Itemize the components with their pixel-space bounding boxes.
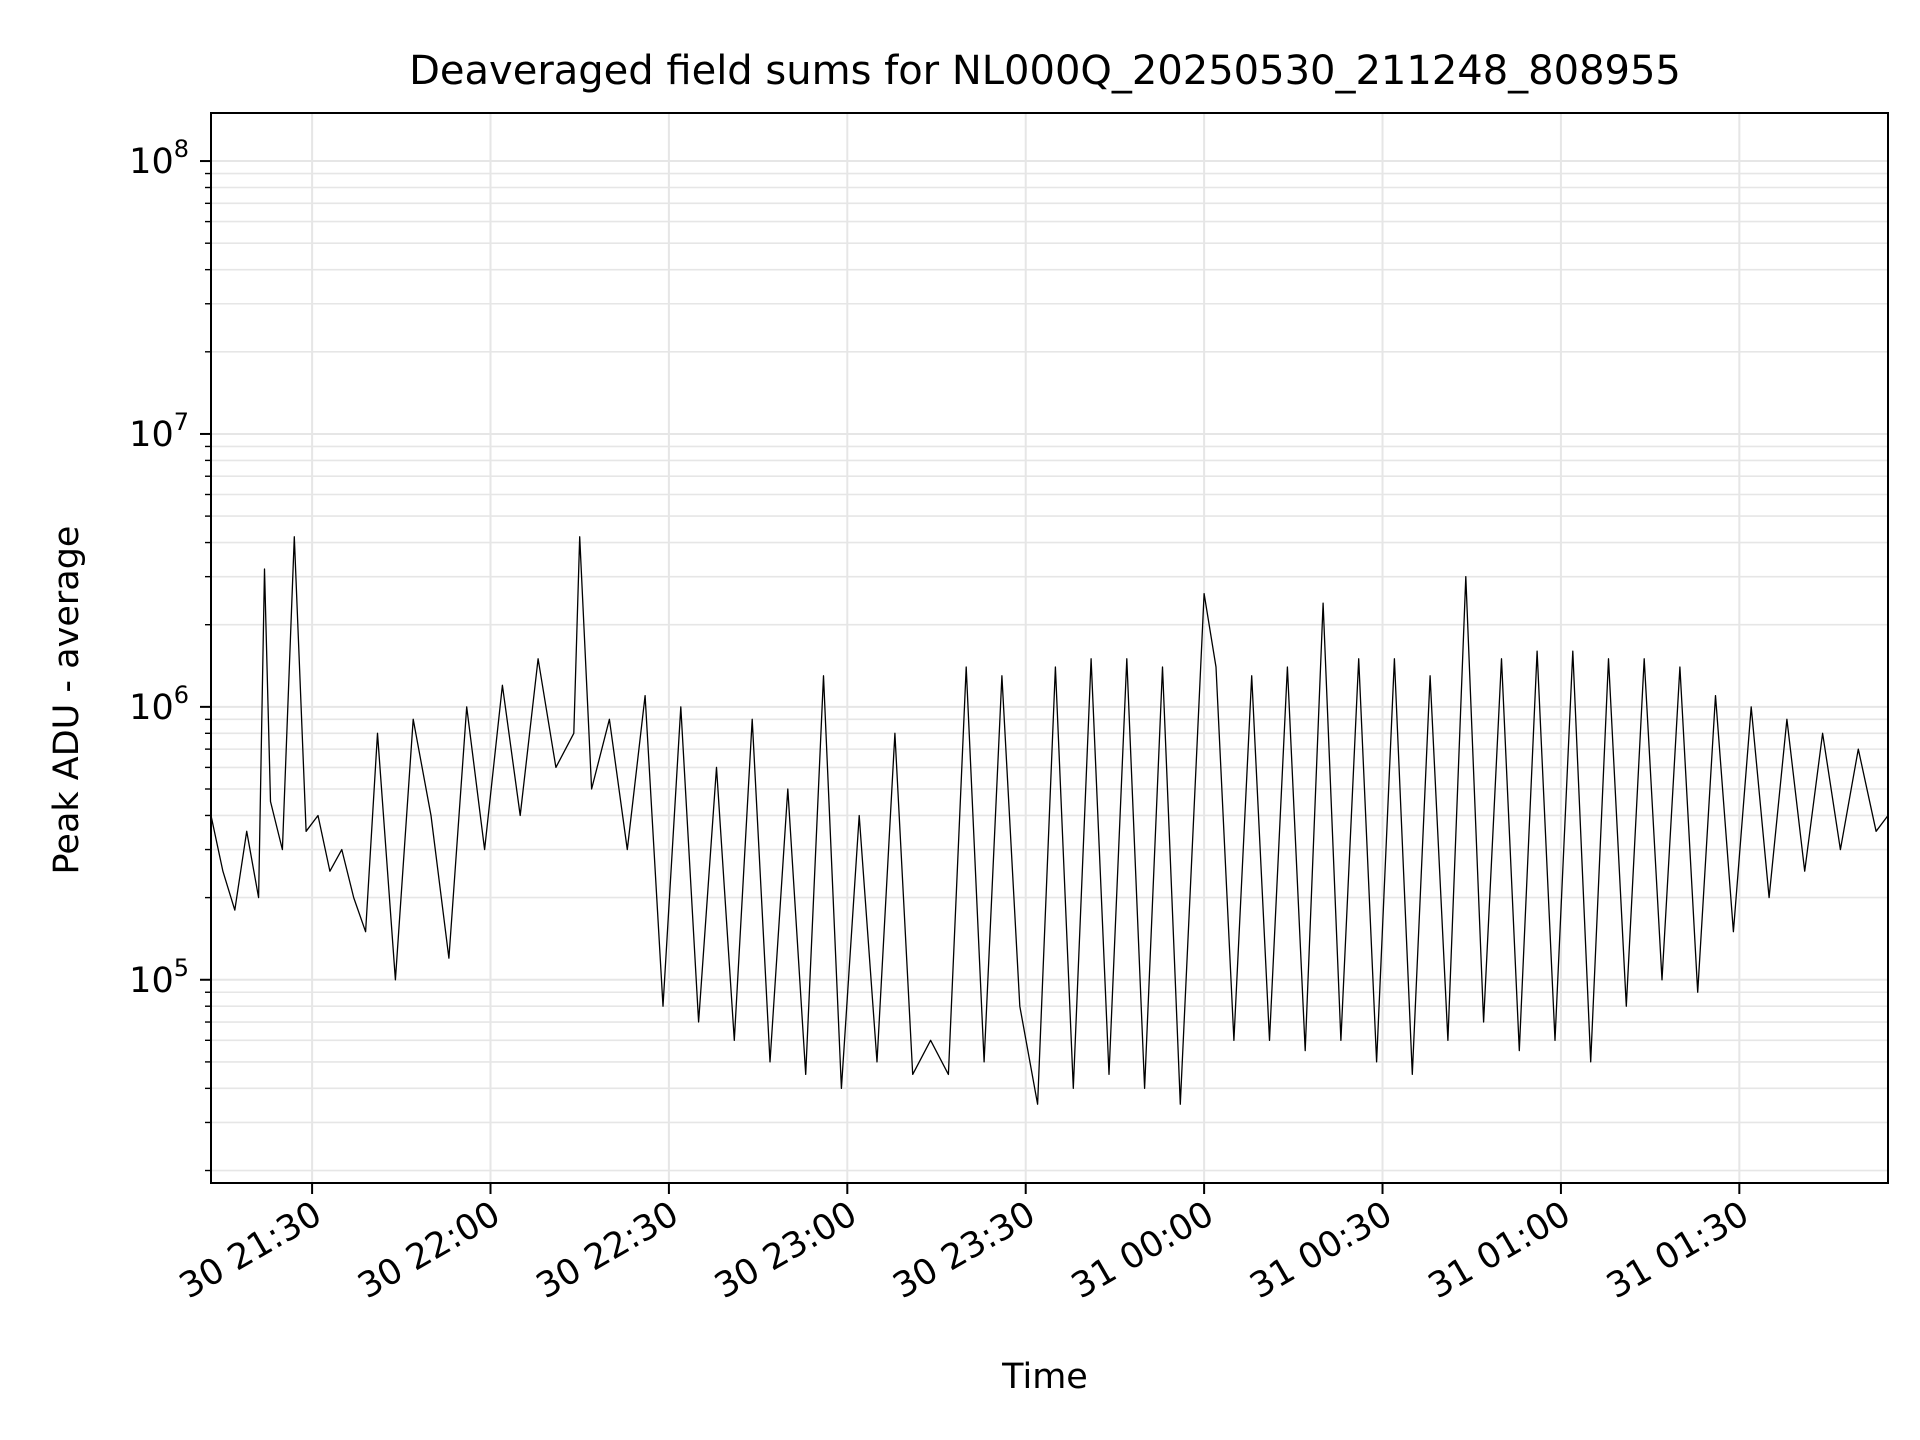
- x-tick-label: 30 23:30: [887, 1194, 1043, 1307]
- x-tick-label: 30 22:30: [530, 1194, 686, 1307]
- x-tick-label: 31 00:00: [1065, 1194, 1221, 1307]
- x-tick-label: 30 22:00: [351, 1194, 507, 1307]
- y-axis: 105 106 107 108: [129, 135, 211, 1172]
- series-line: [210, 536, 1889, 1105]
- y-tick-label: 107: [129, 408, 189, 455]
- x-axis-label: Time: [1001, 1357, 1088, 1397]
- y-axis-label: Peak ADU - average: [47, 526, 87, 875]
- y-tick-label: 108: [129, 135, 189, 182]
- plot-frame: [210, 112, 1889, 1184]
- y-tick-label: 105: [129, 954, 189, 1001]
- y-tick-label: 106: [129, 681, 189, 728]
- x-tick-label: 31 01:00: [1422, 1194, 1578, 1307]
- x-tick-label: 30 21:30: [173, 1194, 329, 1307]
- chart-title: Deaveraged field sums for NL000Q_2025053…: [409, 48, 1681, 94]
- grid-lines: [211, 113, 1888, 1183]
- x-tick-label: 30 23:00: [708, 1194, 864, 1307]
- x-tick-label: 31 00:30: [1243, 1194, 1399, 1307]
- x-tick-label: 31 01:30: [1600, 1194, 1756, 1307]
- x-axis: 30 21:30 30 22:00 30 22:30 30 23:00 30 23:30…: [173, 1183, 1756, 1307]
